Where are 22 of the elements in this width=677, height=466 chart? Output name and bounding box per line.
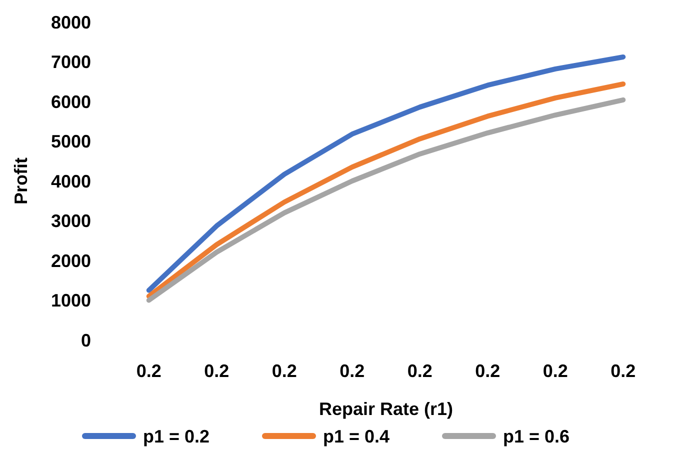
x-tick-label: 0.2 xyxy=(136,361,162,381)
legend-label: p1 = 0.2 xyxy=(143,426,210,446)
x-axis-title: Repair Rate (r1) xyxy=(318,399,454,419)
y-axis-title: Profit xyxy=(11,158,31,204)
x-tick-label: 0.2 xyxy=(340,361,365,381)
x-tick-label: 0.2 xyxy=(407,361,432,381)
y-tick-label: 0 xyxy=(80,330,91,350)
y-tick-label: 4000 xyxy=(50,171,91,192)
x-tick-label: 0.2 xyxy=(610,361,636,381)
y-tick-label: 2000 xyxy=(50,250,91,271)
y-tick-label: 3000 xyxy=(50,211,91,232)
y-tick-label: 6000 xyxy=(50,92,91,112)
x-tick-label: 0.2 xyxy=(475,361,500,381)
legend-label: p1 = 0.4 xyxy=(323,426,390,446)
legend-label: p1 = 0.6 xyxy=(503,426,570,446)
y-tick-label: 5000 xyxy=(50,132,91,152)
x-tick-label: 0.2 xyxy=(272,361,297,381)
x-tick-label: 0.2 xyxy=(542,361,568,381)
x-tick-label: 0.2 xyxy=(204,361,230,381)
y-tick-label: 7000 xyxy=(50,52,91,72)
y-tick-label: 1000 xyxy=(50,290,91,311)
y-tick-label: 8000 xyxy=(50,12,91,32)
